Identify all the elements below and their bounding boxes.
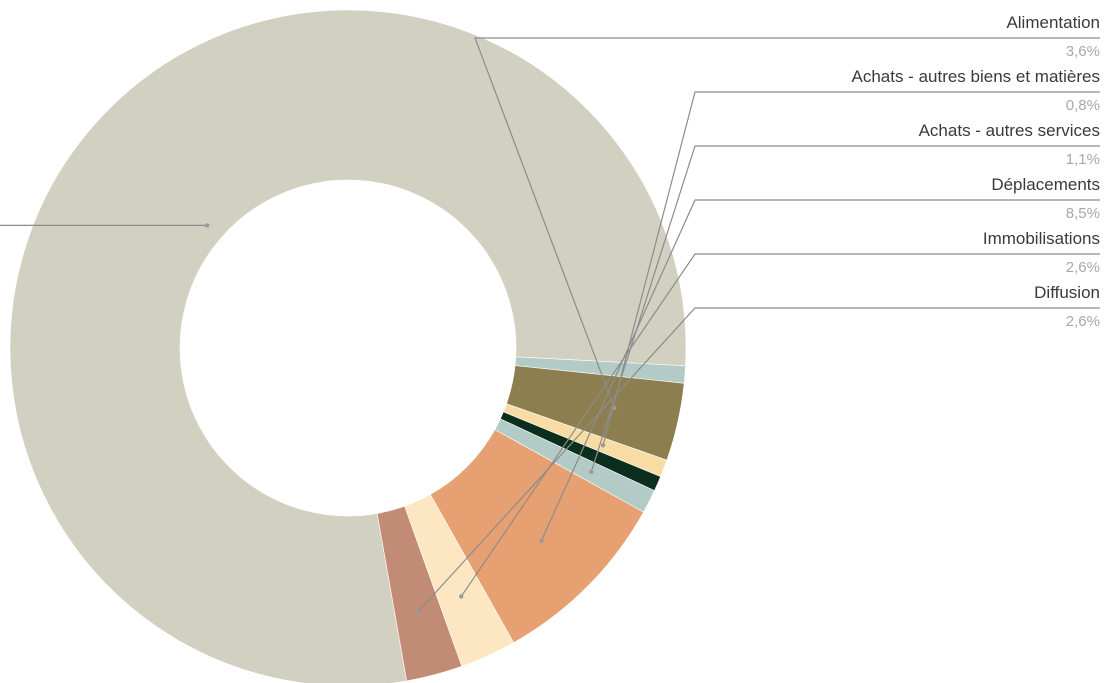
slice-label-5: Achats - autres services xyxy=(919,121,1100,140)
leader-line-6 xyxy=(540,199,1100,541)
leader-lines-group xyxy=(0,37,1100,615)
leader-dot-3 xyxy=(600,443,606,448)
slice-value-2: 3,6% xyxy=(1066,43,1100,60)
slice-value-6: 8,5% xyxy=(1066,205,1100,222)
leader-line-5 xyxy=(590,145,1100,473)
slice-label-7: Immobilisations xyxy=(983,229,1100,248)
slice-8 xyxy=(376,505,463,682)
leader-line-3 xyxy=(602,91,1100,446)
slice-label-2: Alimentation xyxy=(1006,13,1100,32)
leader-dot-7 xyxy=(459,594,464,599)
leader-dot-0 xyxy=(205,223,210,228)
leader-dot-6 xyxy=(539,538,544,543)
slice-0 xyxy=(9,9,687,683)
slices-group xyxy=(9,9,687,683)
leader-line-8 xyxy=(417,307,1100,613)
leader-line-7 xyxy=(460,253,1100,597)
slice-value-8: 2,6% xyxy=(1066,313,1100,330)
slice-label-3: Achats - autres biens et matières xyxy=(851,67,1100,86)
labels-group: Alimentation 3,6% Achats - autres biens et… xyxy=(851,13,1100,330)
slice-value-5: 1,1% xyxy=(1066,151,1100,168)
slice-label-6: Déplacements xyxy=(991,175,1100,194)
slice-value-7: 2,6% xyxy=(1066,259,1100,276)
leader-dot-5 xyxy=(589,469,594,475)
leader-line-2 xyxy=(474,37,1100,409)
slice-label-8: Diffusion xyxy=(1034,283,1100,302)
slice-value-3: 0,8% xyxy=(1066,97,1100,114)
leader-dot-8 xyxy=(415,609,421,615)
